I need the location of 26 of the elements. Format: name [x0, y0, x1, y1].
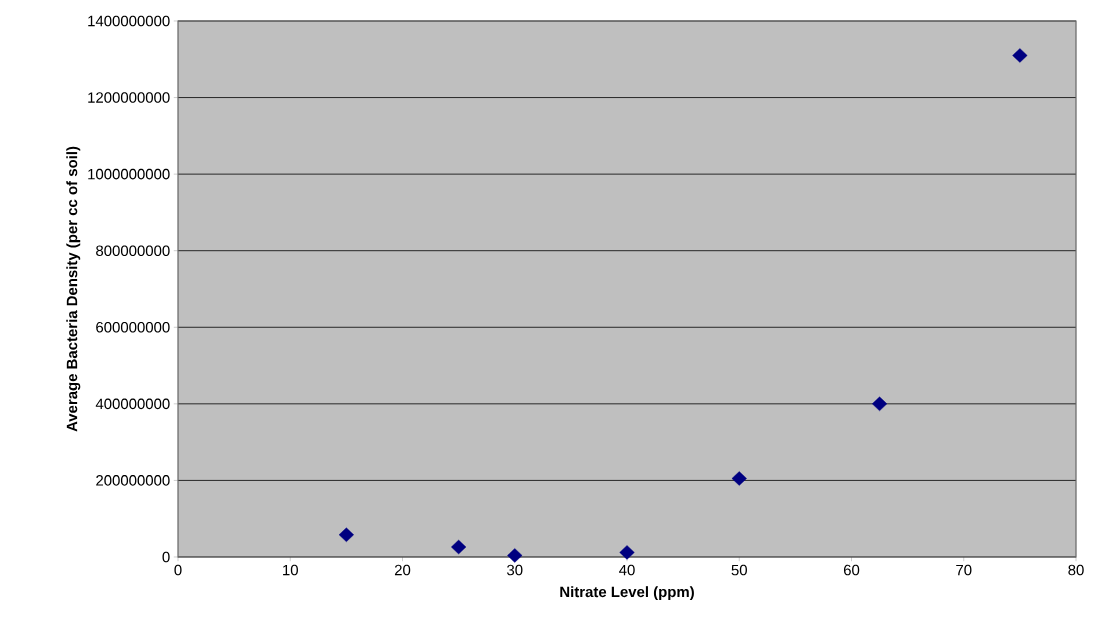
x-tick-label: 0 — [174, 564, 182, 576]
point — [507, 548, 523, 563]
x-tick-label: 40 — [619, 564, 635, 576]
y-tick-label: 1400000000 — [88, 15, 170, 27]
point — [872, 396, 888, 412]
x-tick-label: 30 — [507, 564, 523, 576]
x-tick-label: 50 — [731, 564, 747, 576]
point — [1012, 48, 1028, 63]
point — [451, 539, 467, 555]
y-tick-label: 0 — [162, 551, 170, 563]
x-tick-label: 80 — [1068, 564, 1084, 576]
x-tick-label: 20 — [394, 564, 411, 576]
x-tick-label: 10 — [283, 564, 298, 576]
point — [731, 471, 747, 486]
point — [338, 527, 354, 542]
x-tick-label: 60 — [843, 564, 860, 576]
y-tick-label: 600000000 — [96, 321, 170, 333]
y-tick-label: 800000000 — [96, 245, 170, 256]
y-tick-label: 1000000000 — [88, 168, 170, 180]
y-tick-label: 400000000 — [95, 398, 170, 410]
x-axis-title: Nitrate Level (ppm) — [560, 586, 694, 601]
x-tick-label: 70 — [956, 564, 972, 576]
y-tick-label: 1200000000 — [88, 92, 170, 103]
y-axis-title: Average Bacteria Density (per cc of soil) — [66, 146, 81, 432]
point — [619, 545, 635, 560]
y-tick-label: 200000000 — [96, 475, 170, 486]
